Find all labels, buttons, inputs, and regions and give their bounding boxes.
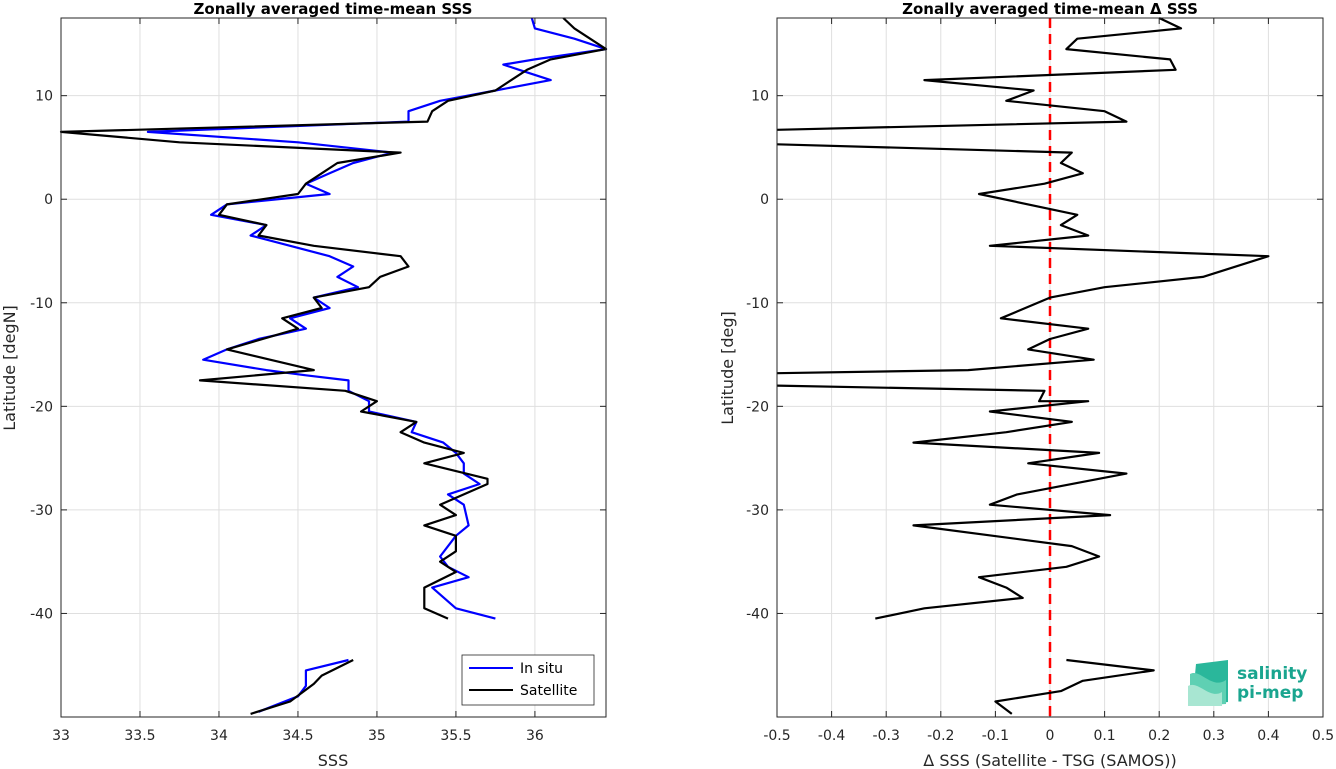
legend-box (461, 654, 595, 706)
x-tick-label: 35 (368, 728, 386, 744)
series-0-line (776, 384, 1128, 620)
x-tick-label: 0.4 (1257, 728, 1279, 744)
legend: In situ Satellite (461, 654, 595, 706)
x-tick-label: 0.2 (1148, 728, 1170, 744)
left-x-axis-label: SSS (318, 751, 348, 769)
y-tick-label: 0 (44, 192, 53, 208)
x-tick-label: -0.5 (763, 728, 790, 744)
satellite-line (59, 17, 608, 620)
x-tick-label: 0.3 (1203, 728, 1225, 744)
x-tick-label: -0.1 (982, 728, 1009, 744)
right-x-axis-label: Δ SSS (Satellite - TSG (SAMOS)) (923, 751, 1176, 769)
series-0-line (776, 17, 1183, 131)
wave-logo-icon (1188, 660, 1228, 706)
x-tick-label: 34 (210, 728, 228, 744)
left-plot-frame (60, 17, 607, 718)
y-tick-label: 10 (35, 89, 53, 105)
y-tick-label: -10 (30, 296, 53, 312)
left-x-tick-labels: 33 33.5 34 34.5 35 35.5 36 (52, 728, 544, 744)
right-y-tick-labels: 10 0 -10 -20 -30 -40 (746, 89, 769, 623)
x-tick-label: 33.5 (124, 728, 155, 744)
legend-in-situ-label: In situ (520, 661, 563, 677)
y-tick-label: -20 (746, 399, 769, 415)
right-plot-frame (776, 17, 1324, 718)
left-series-group (59, 17, 608, 715)
right-x-tick-labels: -0.5 -0.4 -0.3 -0.2 -0.1 0 0.1 0.2 0.3 0.4 0.5 (763, 728, 1334, 744)
left-panel: 33 33.5 34 34.5 35 35.5 36 10 0 -10 -20 -30 -40 Zon… (0, 0, 608, 769)
x-tick-label: -0.2 (927, 728, 954, 744)
in-situ-line (146, 17, 608, 620)
x-tick-label: 36 (526, 728, 544, 744)
right-y-axis-label: Latitude [deg] (718, 311, 737, 425)
y-tick-label: -40 (746, 606, 769, 622)
right-series-group (776, 17, 1270, 715)
x-tick-label: 34.5 (282, 728, 313, 744)
in-situ-line (258, 658, 349, 713)
right-chart-title: Zonally averaged time-mean Δ SSS (902, 0, 1198, 18)
logo-text-line2: pi-mep (1237, 683, 1303, 703)
series-0-line (994, 658, 1155, 715)
y-tick-label: -20 (30, 399, 53, 415)
right-panel: -0.5 -0.4 -0.3 -0.2 -0.1 0 0.1 0.2 0.3 0.4 0.5 10 0… (718, 0, 1334, 769)
y-tick-label: -30 (30, 503, 53, 519)
satellite-line (250, 659, 354, 715)
left-chart-title: Zonally averaged time-mean SSS (194, 0, 473, 18)
x-tick-label: 0.5 (1312, 728, 1334, 744)
salinity-pi-mep-logo: salinity pi-mep (1188, 660, 1307, 706)
y-tick-label: 0 (760, 192, 769, 208)
x-tick-label: 0 (1046, 728, 1055, 744)
logo-text-line1: salinity (1237, 664, 1307, 684)
x-tick-label: -0.3 (873, 728, 900, 744)
series-0-line (776, 143, 1270, 375)
x-tick-label: -0.4 (818, 728, 845, 744)
legend-satellite-label: Satellite (520, 683, 577, 699)
left-plot-area (60, 17, 607, 718)
y-tick-label: 10 (751, 89, 769, 105)
x-tick-label: 0.1 (1093, 728, 1115, 744)
y-tick-label: -40 (30, 606, 53, 622)
left-y-tick-labels: 10 0 -10 -20 -30 -40 (30, 89, 53, 623)
x-tick-label: 35.5 (440, 728, 471, 744)
x-tick-label: 33 (52, 728, 70, 744)
y-tick-label: -10 (746, 296, 769, 312)
y-tick-label: -30 (746, 503, 769, 519)
left-y-axis-label: Latitude [degN] (0, 305, 19, 431)
left-gridlines (60, 18, 606, 717)
